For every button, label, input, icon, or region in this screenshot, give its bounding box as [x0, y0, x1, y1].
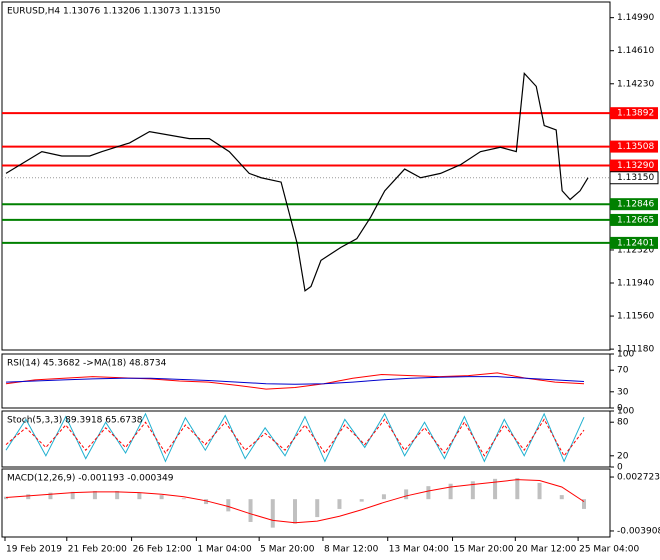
x-tick-label: 19 Feb 2019	[6, 545, 62, 555]
level-label: 1.12401	[617, 238, 654, 248]
macd-bar	[315, 499, 320, 518]
macd-bar	[404, 489, 409, 500]
macd-bar	[515, 478, 520, 500]
y-tick-label: 0.002723	[617, 473, 660, 483]
panel-frame	[1, 353, 611, 409]
x-tick-label: 25 Mar 04:00	[579, 545, 639, 555]
macd-bar	[70, 491, 75, 500]
macd-bar	[92, 491, 97, 500]
y-tick-label: 1.11940	[617, 279, 654, 289]
y-tick-label: 0	[617, 463, 623, 473]
last-price-label: 1.13150	[617, 173, 654, 183]
panel-title: EURUSD,H4 1.13076 1.13206 1.13073 1.1315…	[7, 7, 221, 17]
level-tag	[610, 236, 658, 249]
macd-bar	[48, 492, 53, 500]
y-tick-label: 1.14610	[617, 46, 654, 56]
level-label: 1.13892	[617, 109, 654, 119]
y-tick-label: 70	[617, 366, 629, 376]
panel-title: Stoch(5,3,3) 89.3918 65.6738	[7, 416, 143, 426]
level-tag	[610, 107, 658, 120]
x-tick-label: 20 Mar 12:00	[516, 545, 576, 555]
indicator-line	[5, 372, 585, 390]
panel-frame	[1, 468, 611, 538]
y-tick-label: 0	[617, 404, 623, 414]
macd-bar	[470, 481, 475, 500]
macd-bar	[181, 498, 186, 500]
indicator-line	[5, 418, 585, 457]
macd-bar	[337, 499, 342, 509]
panel-frame	[1, 410, 611, 468]
level-tag	[610, 140, 658, 153]
macd-bar	[381, 494, 386, 500]
indicator-line	[5, 479, 585, 524]
panel-title: MACD(12,26,9) -0.001193 -0.000349	[7, 474, 174, 484]
macd-bar	[226, 499, 231, 512]
macd-bar	[204, 499, 209, 505]
last-price-tag	[609, 171, 659, 185]
macd-bar	[248, 499, 253, 522]
y-tick-label: 1.11180	[617, 345, 654, 355]
indicator-line	[5, 376, 585, 385]
x-tick-label: 5 Mar 20:00	[260, 545, 315, 555]
y-tick-label: 1.12320	[617, 245, 654, 255]
indicator-line	[5, 412, 585, 463]
y-tick-label: -0.003908	[617, 526, 660, 536]
macd-bar	[493, 478, 498, 500]
macd-bar	[448, 483, 453, 500]
level-label: 1.12846	[617, 200, 654, 210]
macd-bar	[559, 495, 564, 500]
panel-frame	[1, 1, 611, 351]
y-tick-label: 30	[617, 387, 629, 397]
x-tick-label: 21 Feb 20:00	[68, 545, 127, 555]
y-tick-label: 1.14990	[617, 13, 654, 23]
macd-bar	[115, 491, 120, 500]
level-label: 1.13290	[617, 161, 654, 171]
y-tick-label: 1.14230	[617, 79, 654, 89]
macd-bar	[270, 499, 275, 528]
x-tick-label: 26 Feb 12:00	[133, 545, 192, 555]
panel-title: RSI(14) 45.3682 ->MA(18) 48.8734	[7, 359, 167, 369]
macd-bar	[537, 482, 542, 500]
macd-bar	[582, 499, 586, 509]
y-tick-label: 1.11560	[617, 312, 654, 322]
level-tag	[610, 213, 658, 226]
x-tick-label: 8 Mar 12:00	[324, 545, 379, 555]
level-label: 1.12665	[617, 215, 654, 225]
macd-bar	[426, 486, 431, 500]
macd-bar	[4, 496, 8, 500]
y-tick-label: 20	[617, 451, 629, 461]
macd-bar	[293, 499, 297, 524]
price-line	[5, 71, 589, 292]
level-tag	[610, 159, 658, 172]
macd-bar	[359, 499, 364, 502]
level-label: 1.13508	[617, 142, 654, 152]
macd-bar	[159, 495, 164, 500]
x-tick-label: 13 Mar 04:00	[389, 545, 449, 555]
macd-bar	[26, 494, 31, 500]
x-tick-label: 1 Mar 04:00	[197, 545, 252, 555]
y-tick-label: 80	[617, 418, 629, 428]
level-tag	[610, 198, 658, 211]
y-tick-label: 100	[617, 407, 634, 417]
y-tick-label: 100	[617, 350, 634, 360]
macd-bar	[137, 492, 142, 500]
x-tick-label: 15 Mar 20:00	[454, 545, 514, 555]
